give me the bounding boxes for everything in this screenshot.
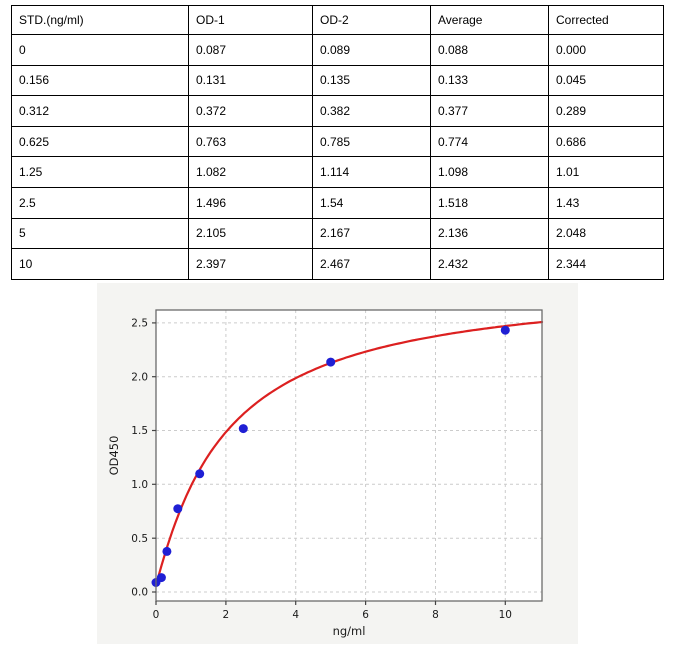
table-row: 10 2.397 2.467 2.432 2.344 [11,248,664,280]
table-cell: 0.087 [188,34,313,66]
table-cell: 0.045 [548,64,664,97]
table-cell: 0.135 [312,64,431,97]
y-tick-label: 2.5 [131,318,148,330]
table-row: 1.25 1.082 1.114 1.098 1.01 [11,156,664,188]
table-cell: 0.625 [11,125,189,158]
fit-curve [154,320,544,586]
standard-curve-figure: 0 2 4 6 8 10 ng/ml 0.0 0.5 1.0 1.5 2.0 2.5 OD450 [97,283,578,644]
table-cell: 0.156 [11,64,189,97]
table-cell: 0.089 [312,34,431,66]
table-cell: 0.785 [312,125,431,158]
table-row: 5 2.105 2.167 2.136 2.048 [11,217,664,250]
y-axis-label: OD450 [107,436,121,476]
x-tick-label: 0 [153,609,160,621]
x-tick-label: 10 [499,609,512,621]
table-cell: 2.397 [188,248,313,280]
data-point [326,357,336,367]
table-cell: 1.54 [312,186,431,219]
y-tick-label: 0.0 [131,587,148,599]
table-cell: 0.763 [188,125,313,158]
table-cell: 2.167 [312,217,431,250]
table-cell: 2.048 [548,217,664,250]
table-cell: 1.01 [548,156,664,188]
y-tick-label: 2.0 [131,371,148,383]
data-points [151,325,510,587]
axes-spines [155,309,543,602]
table-cell: 1.082 [188,156,313,188]
table-cell: 0.312 [11,95,189,127]
y-tick-label: 1.0 [131,479,148,491]
grid [155,310,542,601]
data-point [156,573,166,583]
y-tick-label: 0.5 [131,533,148,545]
table-row: 0 0.087 0.089 0.088 0.000 [11,34,664,66]
table-cell: 2.467 [312,248,431,280]
data-point [173,504,183,514]
standards-table: STD.(ng/ml) OD-1 OD-2 Average Corrected 0 0.0… [11,5,664,280]
column-header: OD-2 [312,5,431,35]
table-cell: 1.114 [312,156,431,188]
table-cell: 1.098 [430,156,549,188]
x-tick-label: 4 [292,609,299,621]
plot-area [156,310,542,601]
table-cell: 0.377 [430,95,549,127]
column-header: Corrected [548,5,664,35]
table-cell: 5 [11,217,189,250]
data-point [195,469,205,479]
standards-table-body: 0 0.087 0.089 0.088 0.000 0.156 0.131 0.135 0.13… [11,34,664,280]
table-cell: 1.518 [430,186,549,219]
data-point [162,546,172,556]
table-cell: 0.289 [548,95,664,127]
x-tick-label: 2 [223,609,230,621]
x-tick-label: 8 [432,609,439,621]
x-axis: 0 2 4 6 8 10 ng/ml [153,601,512,638]
y-tick-label: 1.5 [131,425,148,437]
table-cell: 0.686 [548,125,664,158]
column-header: OD-1 [188,5,313,35]
data-point [500,325,510,335]
table-row: 0.312 0.372 0.382 0.377 0.289 [11,95,664,127]
table-cell: 2.432 [430,248,549,280]
table-row: 0.156 0.131 0.135 0.133 0.045 [11,64,664,97]
table-cell: 0.088 [430,34,549,66]
table-header-row: STD.(ng/ml) OD-1 OD-2 Average Corrected [11,5,664,35]
table-cell: 1.43 [548,186,664,219]
table-cell: 2.5 [11,186,189,219]
table-cell: 2.344 [548,248,664,280]
table-cell: 0.372 [188,95,313,127]
standards-table-head: STD.(ng/ml) OD-1 OD-2 Average Corrected [11,5,664,35]
table-cell: 0.131 [188,64,313,97]
standard-curve-chart: 0 2 4 6 8 10 ng/ml 0.0 0.5 1.0 1.5 2.0 2.5 OD450 [107,309,544,638]
table-cell: 1.496 [188,186,313,219]
y-axis: 0.0 0.5 1.0 1.5 2.0 2.5 OD450 [107,318,156,599]
table-cell: 1.25 [11,156,189,188]
table-cell: 0.000 [548,34,664,66]
column-header: STD.(ng/ml) [11,5,189,35]
table-cell: 0.133 [430,64,549,97]
table-row: 2.5 1.496 1.54 1.518 1.43 [11,186,664,219]
table-cell: 0 [11,34,189,66]
table-cell: 0.382 [312,95,431,127]
table-cell: 10 [11,248,189,280]
column-header: Average [430,5,549,35]
table-cell: 2.105 [188,217,313,250]
table-cell: 2.136 [430,217,549,250]
data-point [238,424,248,434]
x-axis-label: ng/ml [333,624,366,638]
table-cell: 0.774 [430,125,549,158]
table-row: 0.625 0.763 0.785 0.774 0.686 [11,125,664,158]
x-tick-label: 6 [362,609,369,621]
